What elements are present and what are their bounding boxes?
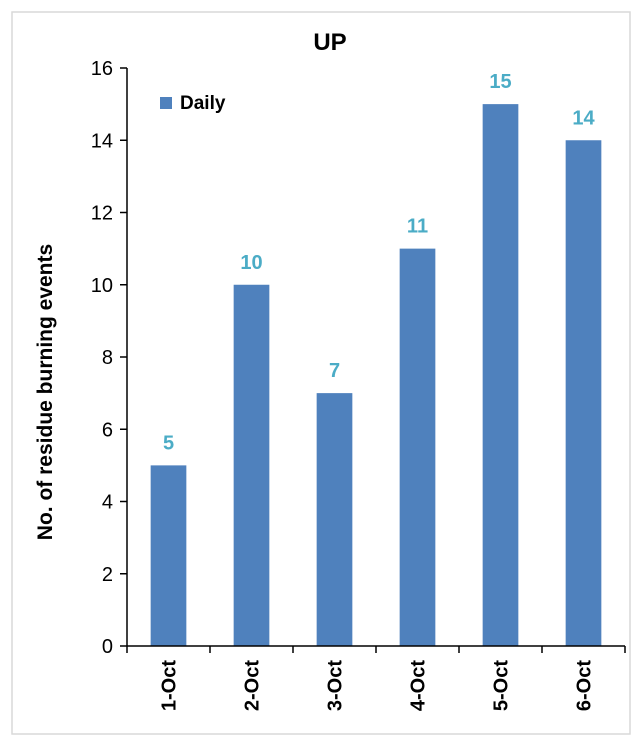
x-tick-label: 2-Oct — [242, 660, 264, 711]
x-tick-label: 4-Oct — [408, 660, 430, 711]
bar-3-oct — [316, 393, 353, 646]
bar-5-oct — [482, 104, 519, 646]
y-tick-label: 16 — [91, 58, 113, 80]
data-label: 14 — [572, 107, 595, 129]
data-label: 15 — [489, 71, 511, 93]
bar-2-oct — [233, 284, 270, 646]
y-tick-label: 8 — [102, 347, 113, 369]
y-tick-label: 0 — [102, 636, 113, 658]
x-tick-label: 1-Oct — [159, 660, 181, 711]
y-tick-label: 14 — [91, 130, 113, 152]
y-tick-label: 2 — [102, 564, 113, 586]
legend-label: Daily — [180, 93, 226, 114]
legend: Daily — [160, 93, 226, 114]
y-tick-label: 4 — [102, 492, 113, 514]
data-label: 7 — [329, 360, 340, 382]
y-tick-label: 10 — [91, 275, 113, 297]
bar-1-oct — [150, 465, 187, 646]
data-label: 10 — [240, 252, 262, 274]
x-tick-label: 6-Oct — [574, 660, 596, 711]
bars — [150, 104, 602, 646]
y-axis-label: No. of residue burning events — [34, 244, 57, 540]
x-axis: 1-Oct 2-Oct 3-Oct 4-Oct 5-Oct 6-Oct — [126, 645, 626, 711]
bar-6-oct — [565, 140, 602, 646]
x-tick-label: 5-Oct — [491, 660, 513, 711]
legend-swatch — [160, 97, 172, 109]
y-tick-label: 12 — [91, 203, 113, 225]
x-tick-label: 3-Oct — [325, 660, 347, 711]
bar-4-oct — [399, 248, 436, 646]
y-tick-label: 6 — [102, 419, 113, 441]
data-label: 11 — [407, 216, 428, 238]
chart-title: UP — [313, 29, 346, 56]
data-label: 5 — [163, 432, 174, 454]
y-axis: 0 2 4 6 8 10 12 14 16 — [91, 58, 128, 658]
data-labels: 5 10 7 11 15 14 — [163, 71, 596, 454]
